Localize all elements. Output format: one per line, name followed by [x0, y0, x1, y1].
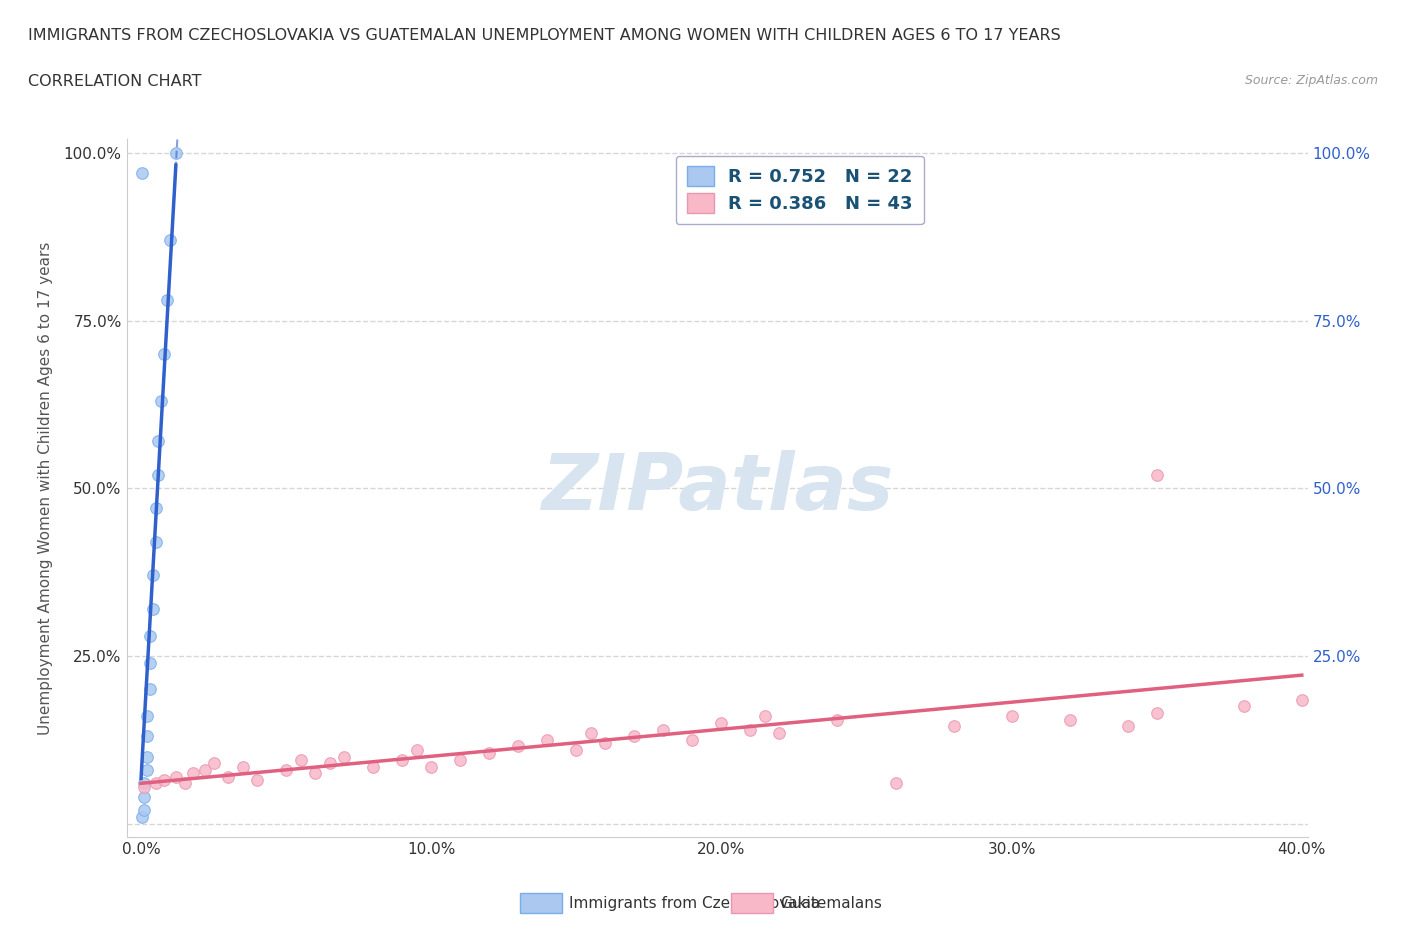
Point	[1000, 709, 1022, 724]
Point	[1059, 712, 1081, 727]
Point	[318, 756, 340, 771]
Text: Guatemalans: Guatemalans	[780, 896, 882, 910]
Point	[290, 752, 312, 767]
Point	[165, 769, 187, 784]
Point	[132, 776, 155, 790]
Y-axis label: Unemployment Among Women with Children Ages 6 to 17 years: Unemployment Among Women with Children A…	[38, 242, 52, 735]
Text: Immigrants from Czechoslovakia: Immigrants from Czechoslovakia	[569, 896, 821, 910]
Point	[740, 723, 762, 737]
Point	[391, 752, 413, 767]
Legend: R = 0.752   N = 22, R = 0.386   N = 43: R = 0.752 N = 22, R = 0.386 N = 43	[676, 155, 924, 224]
Point	[449, 752, 471, 767]
Point	[681, 732, 703, 747]
Point	[333, 749, 356, 764]
Point	[139, 682, 162, 697]
Point	[623, 729, 645, 744]
Point	[145, 501, 167, 516]
Point	[156, 293, 179, 308]
Point	[145, 776, 167, 790]
Point	[710, 715, 733, 730]
Point	[1146, 468, 1168, 483]
Point	[1116, 719, 1139, 734]
Point	[1291, 692, 1313, 707]
Text: IMMIGRANTS FROM CZECHOSLOVAKIA VS GUATEMALAN UNEMPLOYMENT AMONG WOMEN WITH CHILD: IMMIGRANTS FROM CZECHOSLOVAKIA VS GUATEM…	[28, 28, 1062, 43]
Point	[232, 759, 254, 774]
Point	[536, 732, 558, 747]
Point	[139, 656, 162, 671]
Point	[131, 166, 153, 180]
Point	[135, 763, 157, 777]
Point	[405, 742, 427, 757]
Point	[768, 725, 790, 740]
Point	[153, 347, 176, 362]
Point	[142, 602, 165, 617]
Point	[595, 736, 617, 751]
Point	[132, 803, 155, 817]
Text: Source: ZipAtlas.com: Source: ZipAtlas.com	[1244, 74, 1378, 87]
Point	[565, 742, 588, 757]
Point	[202, 756, 225, 771]
Point	[181, 765, 204, 780]
Point	[135, 749, 157, 764]
Point	[1233, 698, 1256, 713]
Point	[153, 773, 176, 788]
Point	[246, 773, 269, 788]
Point	[132, 779, 155, 794]
Point	[194, 763, 217, 777]
Point	[942, 719, 965, 734]
Point	[652, 723, 675, 737]
Point	[132, 790, 155, 804]
Point	[159, 232, 181, 247]
Point	[508, 739, 530, 754]
Point	[131, 809, 153, 824]
Point	[754, 709, 776, 724]
Point	[304, 765, 326, 780]
Point	[148, 434, 170, 449]
Point	[165, 145, 187, 160]
Text: ZIPatlas: ZIPatlas	[541, 450, 893, 526]
Point	[142, 568, 165, 583]
Point	[135, 709, 157, 724]
Point	[148, 468, 170, 483]
Point	[579, 725, 602, 740]
Point	[884, 776, 907, 790]
Point	[139, 629, 162, 644]
Point	[276, 763, 298, 777]
Point	[478, 746, 501, 761]
Point	[1146, 706, 1168, 721]
Point	[827, 712, 849, 727]
Text: CORRELATION CHART: CORRELATION CHART	[28, 74, 201, 89]
Point	[150, 393, 173, 408]
Point	[145, 535, 167, 550]
Point	[217, 769, 239, 784]
Point	[173, 776, 195, 790]
Point	[420, 759, 443, 774]
Point	[361, 759, 384, 774]
Point	[135, 729, 157, 744]
